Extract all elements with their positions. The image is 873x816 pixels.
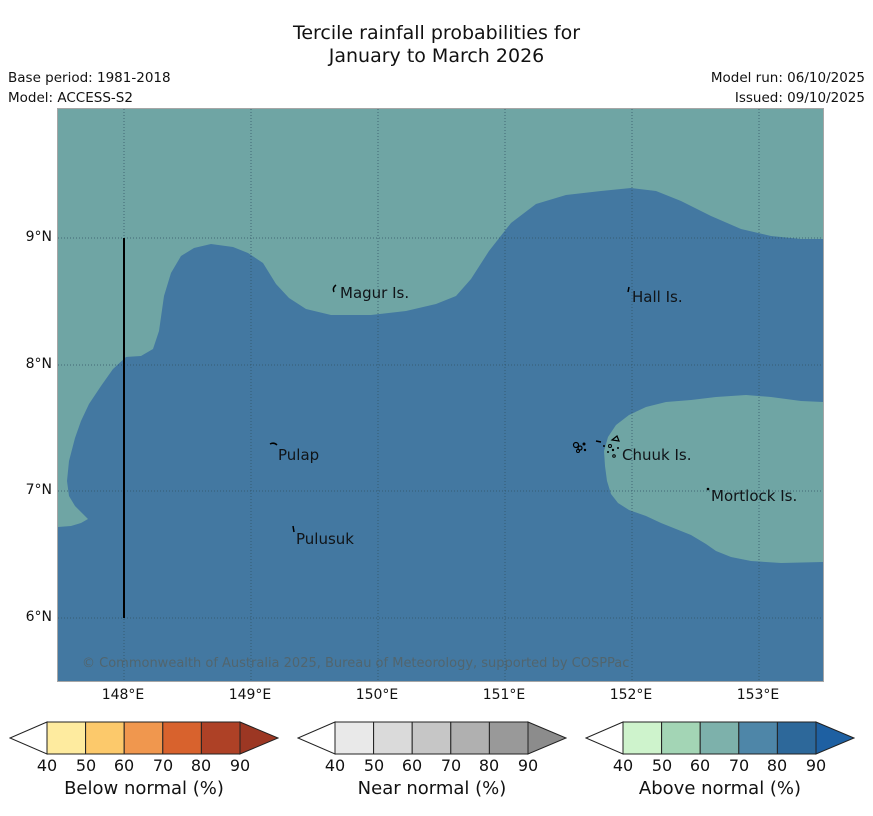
model-run-text: Model run: 06/10/2025 <box>710 70 865 86</box>
legend-above-normal: 40 50 60 70 80 90 Above normal (%) <box>584 721 856 809</box>
legend-tick: 50 <box>363 756 385 775</box>
legend-right-arrow <box>815 721 856 755</box>
base-period-text: Base period: 1981-2018 <box>8 70 171 86</box>
legend-near-normal: 40 50 60 70 80 90 Near normal (%) <box>296 721 568 809</box>
legend-tick: 70 <box>728 756 750 775</box>
legend-tick: 80 <box>766 756 788 775</box>
legend-left-arrow <box>584 721 624 755</box>
legend-tick: 90 <box>229 756 251 775</box>
legend-tick: 80 <box>478 756 500 775</box>
xtick-150E: 150°E <box>355 687 399 703</box>
legend-near-colorbar <box>296 721 568 755</box>
ytick-8N: 8°N <box>25 356 52 372</box>
island-label-pulusuk: Pulusuk <box>296 530 354 548</box>
title-line2: January to March 2026 <box>328 45 545 67</box>
legend-cell-40-50 <box>334 721 375 755</box>
chuuk-atoll-marks <box>572 435 620 458</box>
legend-tick: 60 <box>401 756 423 775</box>
legend-below-caption: Below normal (%) <box>64 778 224 799</box>
legend-cell-40-50 <box>46 721 87 755</box>
xtick-153E: 153°E <box>736 687 780 703</box>
pulap-island-mark <box>269 442 278 446</box>
legend-right-arrow <box>527 721 568 755</box>
legend-cell-70-80 <box>450 721 490 755</box>
legend-tick: 90 <box>805 756 827 775</box>
hall-island-mark <box>627 286 630 293</box>
island-label-chuuk: Chuuk Is. <box>622 446 692 464</box>
magur-island-mark <box>332 284 337 293</box>
legend-below-colorbar <box>8 721 280 755</box>
legend-tick: 50 <box>75 756 97 775</box>
ytick-6N: 6°N <box>25 609 52 625</box>
model-text: Model: ACCESS-S2 <box>8 90 133 106</box>
legend-above-colorbar <box>584 721 856 755</box>
legend-tick: 40 <box>324 756 346 775</box>
map-canvas <box>58 109 823 681</box>
legend-tick: 70 <box>440 756 462 775</box>
legend-cell-50-60 <box>661 721 701 755</box>
legend-cell-70-80 <box>738 721 778 755</box>
legend-cell-70-80 <box>162 721 202 755</box>
map-area: Magur Is. Hall Is. Pulap Pulusuk Chuuk I… <box>57 108 824 682</box>
legend-cell-80-90 <box>200 721 241 755</box>
xtick-148E: 148°E <box>101 687 145 703</box>
legend-right-arrow <box>239 721 280 755</box>
title-line1: Tercile rainfall probabilities for <box>292 22 581 44</box>
region-above-60-70-chuuk <box>604 395 823 563</box>
legend-cell-80-90 <box>776 721 817 755</box>
page-title: Tercile rainfall probabilities for Janua… <box>0 22 873 68</box>
legend-tick: 40 <box>36 756 58 775</box>
legend-tick: 80 <box>190 756 212 775</box>
legend-cell-60-70 <box>123 721 164 755</box>
legend-cell-60-70 <box>699 721 740 755</box>
legend-cell-50-60 <box>373 721 413 755</box>
xtick-151E: 151°E <box>482 687 526 703</box>
island-label-magur: Magur Is. <box>340 284 410 302</box>
meta-right: Model run: 06/10/2025 Issued: 09/10/2025 <box>711 68 865 108</box>
island-label-hall: Hall Is. <box>632 288 683 306</box>
legend-left-arrow <box>8 721 48 755</box>
legend-tick: 60 <box>689 756 711 775</box>
xtick-149E: 149°E <box>228 687 272 703</box>
ytick-7N: 7°N <box>25 482 52 498</box>
xtick-152E: 152°E <box>609 687 653 703</box>
island-marks <box>269 284 710 533</box>
legend-cell-80-90 <box>488 721 529 755</box>
legend-below-normal: 40 50 60 70 80 90 Below normal (%) <box>8 721 280 809</box>
legend-tick: 70 <box>152 756 174 775</box>
legend-near-caption: Near normal (%) <box>357 778 507 799</box>
region-above-60-70-north <box>58 109 823 527</box>
legend-left-arrow <box>296 721 336 755</box>
pulusuk-island-mark <box>292 525 295 533</box>
ytick-9N: 9°N <box>25 229 52 245</box>
legend-tick: 40 <box>612 756 634 775</box>
legend-cell-40-50 <box>622 721 663 755</box>
meta-left: Base period: 1981-2018 Model: ACCESS-S2 <box>8 68 171 108</box>
mortlock-island-mark <box>706 487 710 491</box>
island-label-pulap: Pulap <box>278 446 320 464</box>
legend-tick: 50 <box>651 756 673 775</box>
island-label-mortlock: Mortlock Is. <box>711 487 798 505</box>
issued-text: Issued: 09/10/2025 <box>734 90 865 106</box>
legend-cell-60-70 <box>411 721 452 755</box>
copyright-text: © Commonwealth of Australia 2025, Bureau… <box>82 656 630 671</box>
legend-cell-50-60 <box>85 721 125 755</box>
legend-above-caption: Above normal (%) <box>638 778 802 799</box>
legend-tick: 60 <box>113 756 135 775</box>
legend-tick: 90 <box>517 756 539 775</box>
